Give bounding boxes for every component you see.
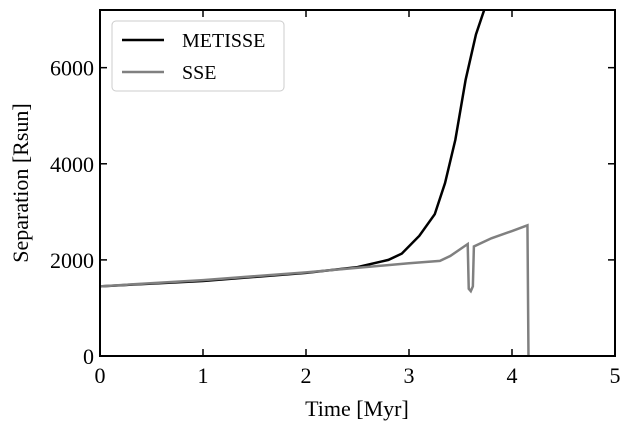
y-tick-label: 2000 — [50, 248, 94, 273]
x-tick-label: 2 — [301, 363, 312, 388]
x-axis-label: Time [Myr] — [305, 396, 409, 421]
y-tick-label: 6000 — [50, 56, 94, 81]
legend-box — [111, 20, 285, 92]
y-tick-label: 4000 — [50, 152, 94, 177]
plot-frame — [99, 9, 616, 357]
line — [100, 223, 530, 356]
legend-label: SSE — [182, 62, 216, 84]
y-tick-label: 0 — [83, 344, 94, 369]
x-tick-label: 4 — [507, 363, 518, 388]
x-tick-label: 3 — [404, 363, 415, 388]
x-tick-label: 5 — [610, 363, 621, 388]
y-axis-label: Separation [Rsun] — [8, 103, 33, 262]
x-tick-label: 0 — [95, 363, 106, 388]
x-tick-label: 1 — [198, 363, 209, 388]
legend-label: METISSE — [182, 30, 265, 52]
